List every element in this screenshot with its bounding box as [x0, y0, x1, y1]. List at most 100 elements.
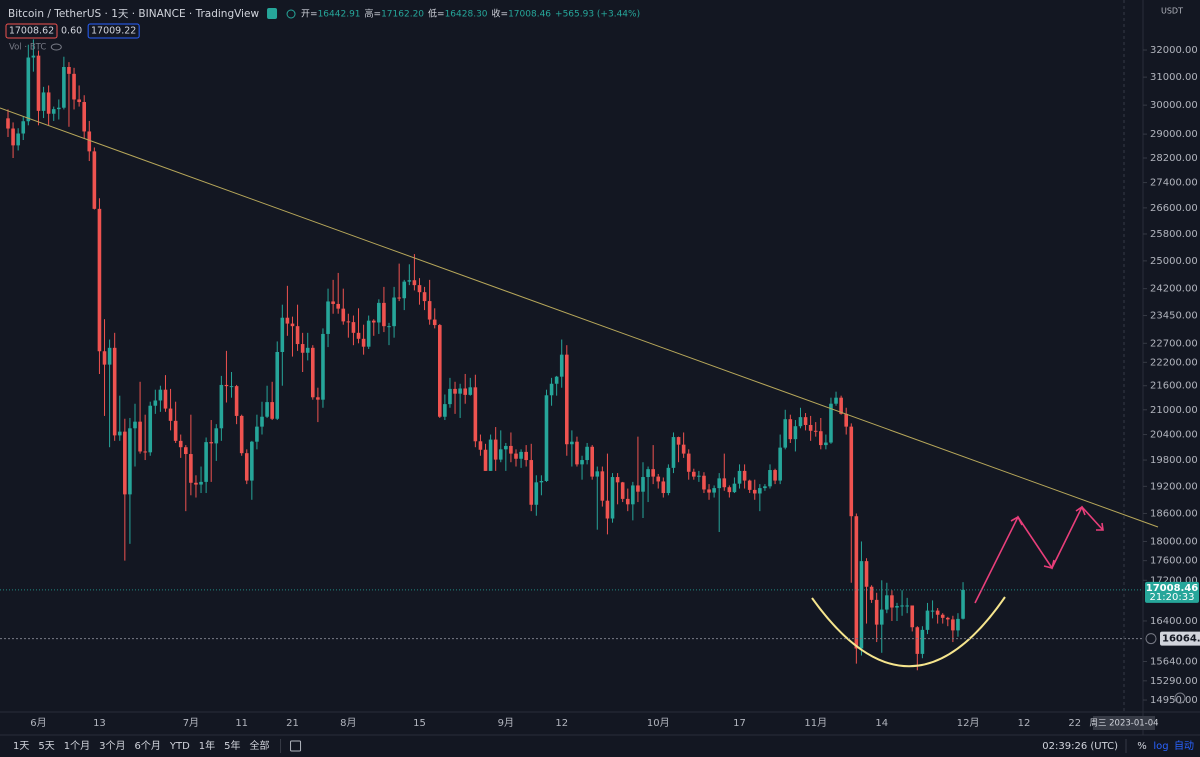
- y-tick-label: 19200.00: [1150, 481, 1198, 492]
- candle-body: [97, 208, 102, 352]
- candle-body: [371, 320, 376, 323]
- quote-label[interactable]: 17009.22: [91, 26, 136, 37]
- candle-body: [534, 482, 539, 505]
- candle-body: [874, 599, 879, 625]
- price-line-tag: [1160, 631, 1200, 646]
- candle-body: [707, 489, 711, 493]
- range-button[interactable]: 5年: [224, 739, 240, 752]
- candle-body: [930, 610, 935, 612]
- candle-body: [250, 441, 254, 481]
- visibility-icon[interactable]: [50, 43, 62, 51]
- candle-body: [544, 395, 549, 482]
- candle-body: [890, 595, 894, 608]
- price-line-icon[interactable]: [1145, 633, 1157, 645]
- candle-body: [311, 347, 315, 398]
- candle-body: [565, 354, 569, 445]
- candle-body: [397, 297, 401, 299]
- candle-body: [87, 131, 92, 152]
- legend-value: 16428.30: [445, 10, 488, 20]
- currency-label: USDT: [1161, 7, 1183, 16]
- y-tick-label: 25000.00: [1150, 256, 1198, 267]
- quote-label[interactable]: 17008.62: [9, 26, 54, 37]
- candle-body: [128, 428, 132, 495]
- goto-date-icon[interactable]: [290, 740, 302, 752]
- candle-body: [112, 347, 117, 436]
- candle-body: [824, 442, 828, 446]
- legend-label: 低=: [428, 8, 445, 20]
- range-button[interactable]: YTD: [169, 741, 190, 752]
- scale-button[interactable]: 自动: [1174, 739, 1194, 752]
- flag-icon[interactable]: [267, 8, 278, 19]
- candle-body: [31, 55, 36, 58]
- y-tick-label: 21600.00: [1150, 381, 1198, 392]
- candle-body: [956, 618, 960, 631]
- candle-body: [737, 470, 742, 484]
- candle-body: [102, 351, 107, 365]
- candle-body: [412, 280, 417, 286]
- candle-body: [468, 387, 473, 395]
- candle-body: [443, 404, 447, 417]
- range-button[interactable]: 1天: [13, 741, 29, 752]
- settings-icon[interactable]: [1174, 692, 1186, 704]
- y-tick-label: 21000.00: [1150, 405, 1198, 416]
- candle-body: [377, 302, 381, 323]
- candle-body: [82, 102, 86, 132]
- candle-body: [758, 488, 762, 494]
- candle-body: [773, 470, 777, 481]
- candle-body: [697, 475, 701, 477]
- candle-body: [117, 431, 122, 436]
- candle-body: [915, 627, 920, 654]
- candle-body: [402, 281, 407, 299]
- candle-body: [798, 417, 803, 427]
- projection-arrows: [974, 505, 1104, 604]
- candle-body: [280, 317, 285, 353]
- range-button[interactable]: 3个月: [99, 740, 125, 752]
- x-tick-label: 12月: [957, 717, 980, 729]
- candle-body: [747, 480, 752, 490]
- y-tick-label: 18600.00: [1150, 508, 1198, 519]
- candle-body: [813, 430, 818, 432]
- y-tick-label: 31000.00: [1150, 72, 1198, 83]
- candle-body: [656, 476, 661, 482]
- status-dot: [286, 9, 296, 19]
- range-button[interactable]: 1个月: [64, 740, 90, 752]
- candle-body: [829, 403, 833, 443]
- candle-body: [321, 333, 325, 400]
- candle-body: [67, 67, 71, 74]
- candle-body: [21, 121, 26, 134]
- candle-body: [636, 485, 640, 492]
- candle-body: [615, 477, 620, 483]
- cup-curve: [811, 596, 1006, 668]
- candle-body: [514, 453, 518, 459]
- quote-box[interactable]: [5, 23, 58, 39]
- range-button[interactable]: 6个月: [135, 740, 161, 752]
- legend-value: 16442.91: [318, 10, 361, 20]
- quote-box[interactable]: [87, 23, 140, 39]
- change-label: +565.93 (+3.44%): [555, 10, 640, 20]
- candle-body: [732, 483, 737, 493]
- scale-button[interactable]: log: [1153, 741, 1168, 752]
- candle-body: [900, 605, 904, 607]
- range-button[interactable]: 5天: [38, 741, 54, 752]
- candle-body: [864, 561, 869, 587]
- candle-body: [473, 387, 478, 442]
- candle-body: [107, 347, 112, 365]
- candle-body: [458, 388, 462, 394]
- candle-body: [143, 451, 147, 453]
- candle-body: [793, 426, 798, 440]
- candle-body: [839, 397, 843, 414]
- candle-body: [549, 383, 554, 396]
- symbol-title: Bitcoin / TetherUS · 1天 · BINANCE · Trad…: [8, 8, 259, 20]
- candle-body: [16, 133, 20, 146]
- y-tick-label: 18000.00: [1150, 536, 1198, 547]
- candle-body: [290, 323, 295, 327]
- range-button[interactable]: 1年: [199, 739, 215, 752]
- x-tick-label: 15: [413, 718, 426, 729]
- candle-body: [483, 449, 488, 471]
- candle-body: [219, 384, 224, 429]
- y-tick-label: 17200.00: [1150, 575, 1198, 586]
- y-tick-label: 22700.00: [1150, 338, 1198, 349]
- scale-button[interactable]: %: [1137, 741, 1147, 752]
- range-button[interactable]: 全部: [250, 739, 270, 752]
